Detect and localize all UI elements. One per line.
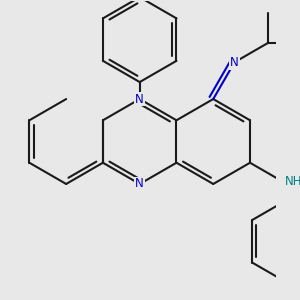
Text: N: N bbox=[230, 56, 239, 69]
Text: N: N bbox=[135, 92, 144, 106]
Text: NH: NH bbox=[284, 175, 300, 188]
Text: N: N bbox=[135, 178, 144, 190]
